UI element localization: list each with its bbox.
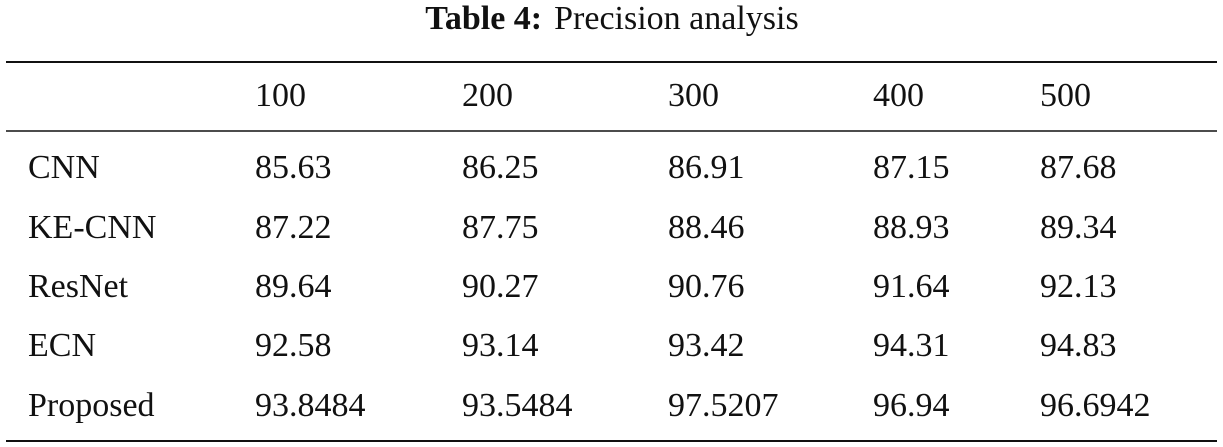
table-cell: 88.46 [668, 209, 745, 246]
caption-text: Precision analysis [554, 0, 799, 37]
header-cell: 400 [873, 77, 924, 114]
table-cell: 88.93 [873, 209, 950, 246]
table-cell: 92.13 [1040, 268, 1117, 305]
row-label: ECN [28, 327, 96, 364]
table-cell: 87.68 [1040, 149, 1117, 186]
table-cell: 93.8484 [255, 387, 366, 424]
header-cell: 200 [462, 77, 513, 114]
row-label: KE-CNN [28, 209, 156, 246]
row-label: CNN [28, 149, 100, 186]
header-cell: 300 [668, 77, 719, 114]
caption: Table 4: Precision analysis [425, 0, 798, 37]
table-cell: 87.22 [255, 209, 332, 246]
table-cell: 87.75 [462, 209, 539, 246]
table-cell: 90.76 [668, 268, 745, 305]
table-cell: 87.15 [873, 149, 950, 186]
table-cell: 86.25 [462, 149, 539, 186]
table-cell: 96.6942 [1040, 387, 1151, 424]
header-cell: 100 [255, 77, 306, 114]
table-cell: 94.83 [1040, 327, 1117, 364]
table-cell: 91.64 [873, 268, 950, 305]
table-cell: 97.5207 [668, 387, 779, 424]
table-cell: 89.64 [255, 268, 332, 305]
table-cell: 93.42 [668, 327, 745, 364]
header-cell: 500 [1040, 77, 1091, 114]
row-label: ResNet [28, 268, 129, 305]
table-cell: 92.58 [255, 327, 332, 364]
row-label: Proposed [28, 387, 155, 424]
table-cell: 86.91 [668, 149, 745, 186]
table-cell: 93.14 [462, 327, 539, 364]
table-cell: 89.34 [1040, 209, 1117, 246]
table-cell: 90.27 [462, 268, 539, 305]
table-cell: 85.63 [255, 149, 332, 186]
table-cell: 94.31 [873, 327, 950, 364]
caption-label: Table 4: [425, 0, 542, 37]
table-cell: 96.94 [873, 387, 950, 424]
table-cell: 93.5484 [462, 387, 573, 424]
